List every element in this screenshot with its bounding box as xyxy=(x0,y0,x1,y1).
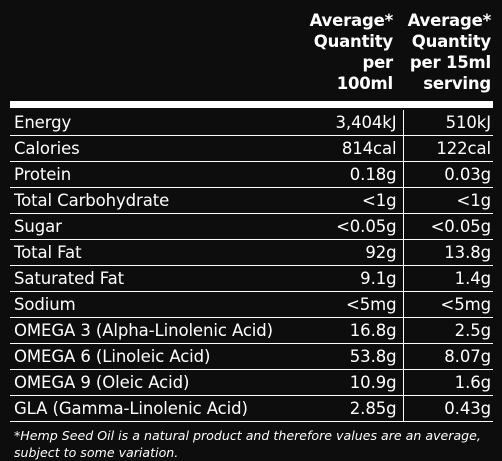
header-line: Quantity xyxy=(313,32,393,51)
header-line: per xyxy=(362,53,393,72)
nutrition-table: Energy 3,404kJ 510kJ Calories 814cal 122cal Pr… xyxy=(10,110,493,422)
table-header: Average* Quantity per 100ml Average* Qua… xyxy=(10,10,493,101)
table-row: Protein 0.18g 0.03g xyxy=(10,161,493,188)
value-per-serving: 13.8g xyxy=(403,239,493,266)
nutrient-label: Sugar xyxy=(10,213,285,240)
nutrient-label: GLA (Gamma-Linolenic Acid) xyxy=(10,395,285,422)
nutrient-label: Calories xyxy=(10,135,285,162)
nutrient-label: Total Fat xyxy=(10,239,285,266)
nutrient-label: Saturated Fat xyxy=(10,265,285,292)
value-per-serving: 0.03g xyxy=(403,161,493,188)
table-row: GLA (Gamma-Linolenic Acid) 2.85g 0.43g xyxy=(10,395,493,422)
value-per-serving: 2.5g xyxy=(403,317,493,344)
table-row: Sodium <5mg <5mg xyxy=(10,291,493,318)
nutrition-panel: Average* Quantity per 100ml Average* Qua… xyxy=(10,10,493,461)
header-line: Quantity xyxy=(411,32,491,51)
value-per-100ml: 92g xyxy=(285,239,404,266)
value-per-100ml: <0.05g xyxy=(285,213,404,240)
value-per-100ml: 814cal xyxy=(285,135,404,162)
value-per-serving: <0.05g xyxy=(403,213,493,240)
table-row: Total Carbohydrate <1g <1g xyxy=(10,187,493,214)
value-per-100ml: 53.8g xyxy=(285,343,404,370)
nutrient-label: OMEGA 6 (Linoleic Acid) xyxy=(10,343,285,370)
table-row: Calories 814cal 122cal xyxy=(10,135,493,162)
value-per-100ml: 16.8g xyxy=(285,317,404,344)
table-row: OMEGA 6 (Linoleic Acid) 53.8g 8.07g xyxy=(10,343,493,370)
value-per-serving: <1g xyxy=(403,187,493,214)
value-per-serving: 1.4g xyxy=(403,265,493,292)
value-per-serving: 122cal xyxy=(403,135,493,162)
nutrient-label: Total Carbohydrate xyxy=(10,187,285,214)
table-row: Sugar <0.05g <0.05g xyxy=(10,213,493,240)
nutrient-label: Energy xyxy=(10,110,285,136)
table-row: OMEGA 9 (Oleic Acid) 10.9g 1.6g xyxy=(10,369,493,396)
value-per-100ml: 2.85g xyxy=(285,395,404,422)
value-per-serving: 8.07g xyxy=(403,343,493,370)
value-per-serving: 0.43g xyxy=(403,395,493,422)
nutrient-label: OMEGA 3 (Alpha-Linolenic Acid) xyxy=(10,317,285,344)
value-per-100ml: 3,404kJ xyxy=(285,110,404,136)
value-per-100ml: 0.18g xyxy=(285,161,404,188)
header-divider xyxy=(10,101,493,108)
header-per-100ml: Average* Quantity per 100ml xyxy=(283,10,401,101)
value-per-100ml: <1g xyxy=(285,187,404,214)
value-per-serving: <5mg xyxy=(403,291,493,318)
header-line: per 15ml xyxy=(409,53,491,72)
header-line: Average* xyxy=(407,11,492,30)
table-row: OMEGA 3 (Alpha-Linolenic Acid) 16.8g 2.5g xyxy=(10,317,493,344)
table-row: Energy 3,404kJ 510kJ xyxy=(10,110,493,136)
value-per-serving: 1.6g xyxy=(403,369,493,396)
header-line: serving xyxy=(423,74,491,93)
header-line: Average* xyxy=(309,11,394,30)
footnote: *Hemp Seed Oil is a natural product and … xyxy=(14,428,481,460)
header-per-serving: Average* Quantity per 15ml serving xyxy=(401,10,493,101)
value-per-100ml: 9.1g xyxy=(285,265,404,292)
header-line: 100ml xyxy=(336,74,393,93)
table-row: Total Fat 92g 13.8g xyxy=(10,239,493,266)
value-per-100ml: 10.9g xyxy=(285,369,404,396)
table-row: Saturated Fat 9.1g 1.4g xyxy=(10,265,493,292)
value-per-serving: 510kJ xyxy=(403,110,493,136)
value-per-100ml: <5mg xyxy=(285,291,404,318)
nutrient-label: OMEGA 9 (Oleic Acid) xyxy=(10,369,285,396)
nutrient-label: Protein xyxy=(10,161,285,188)
nutrient-label: Sodium xyxy=(10,291,285,318)
